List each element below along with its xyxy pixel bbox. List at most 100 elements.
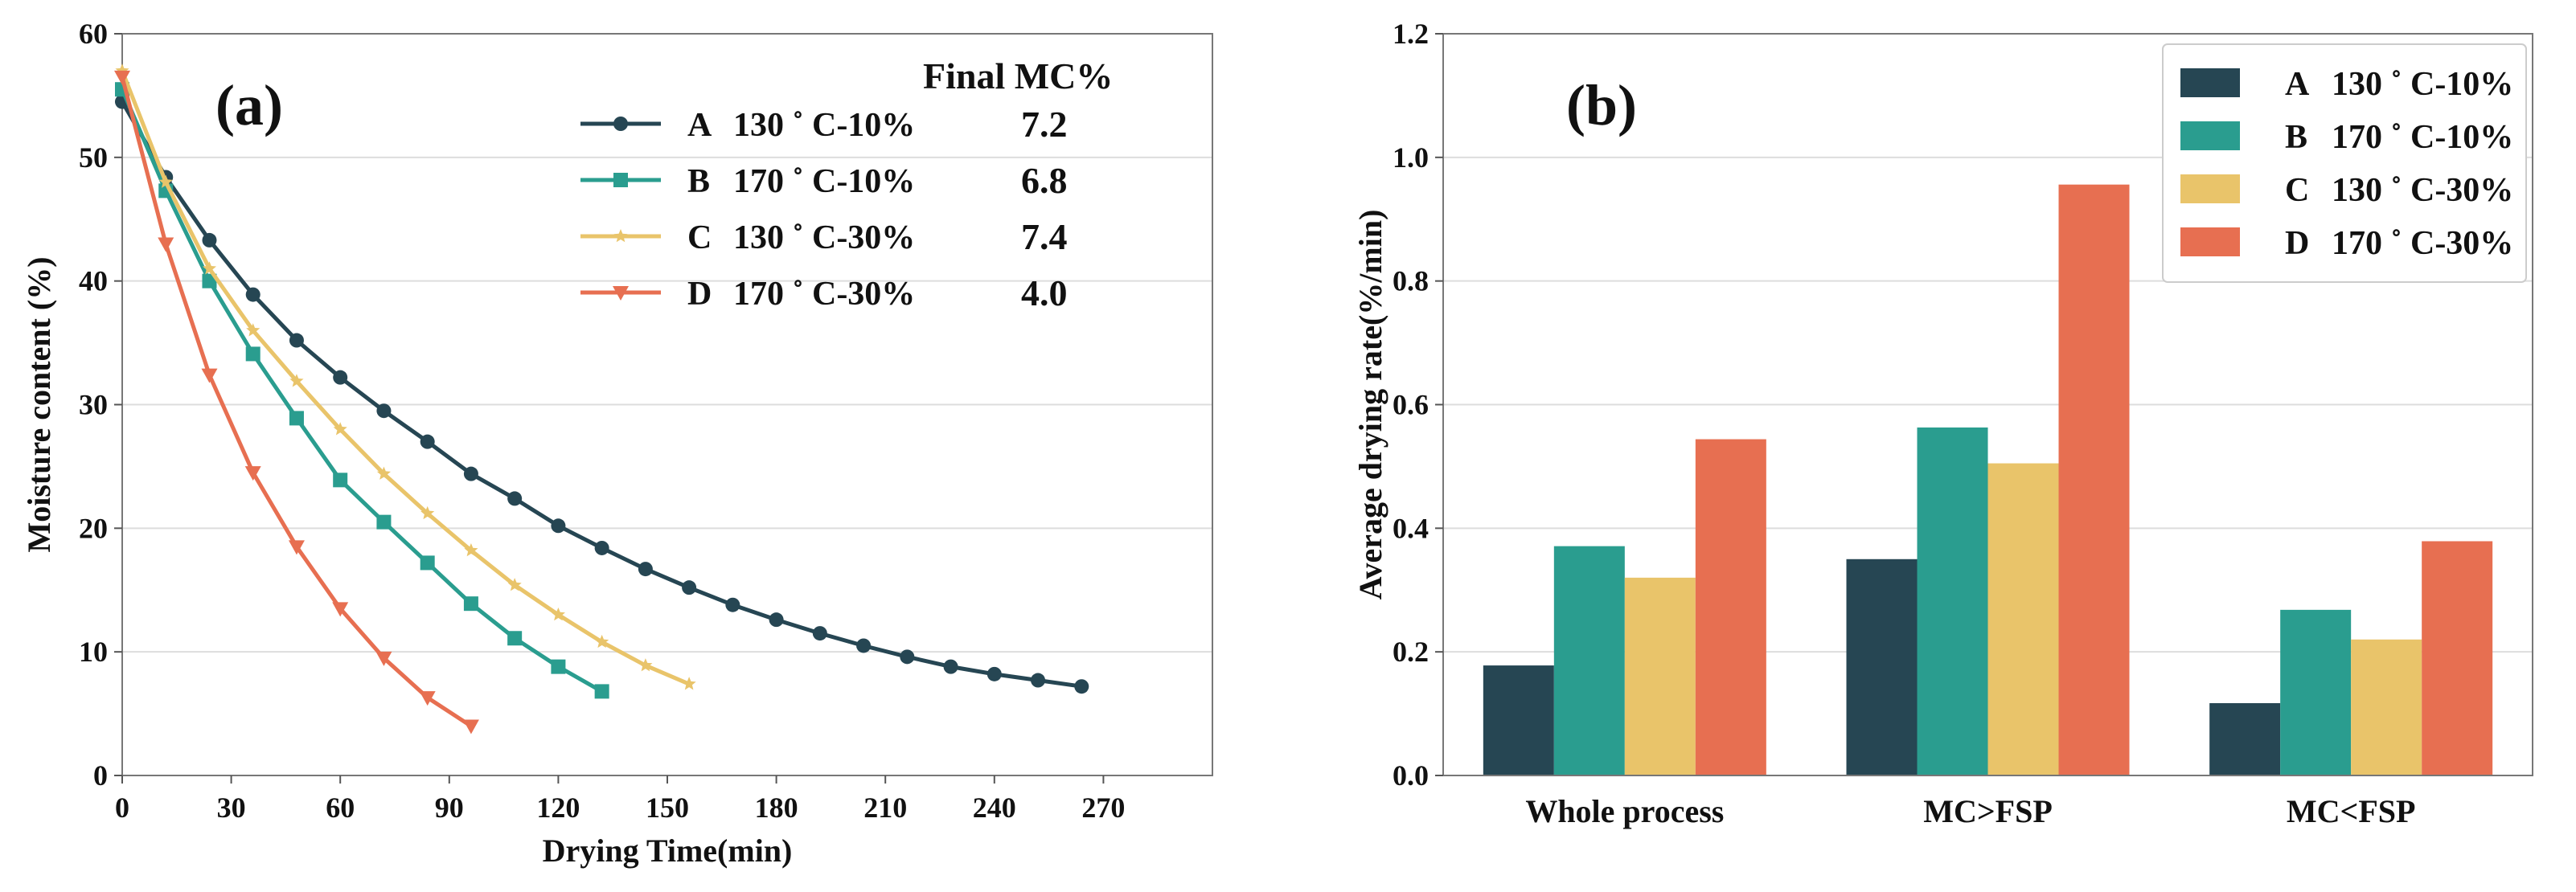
data-point-B [594,684,609,699]
legend-a: Final MC% A 130 ˚ C-10% 7.2 B 170 ˚ C-10% 6.8 C… [580,55,1113,313]
data-point-A [638,562,653,577]
legend-label-B: 170 ˚ C-10% [733,163,915,200]
legend-label-D: 170 ˚ C-30% [733,276,915,313]
data-point-D [419,691,436,706]
data-point-D [332,602,349,617]
legend-label-D: 170 ˚ C-30% [2332,225,2513,262]
data-point-C [202,261,217,275]
data-point-C [289,374,304,387]
y-axis-label: Moisture content (%) [21,256,57,552]
legend-letter-A: A [2285,66,2310,103]
legend-marker-B [613,173,628,187]
legend-final-mc-C: 7.4 [1021,216,1068,257]
x-tick-label: 180 [755,792,798,824]
data-point-A [987,666,1002,681]
y-tick-label: 0 [93,759,108,792]
y-tick-label: 40 [79,265,108,297]
bar-B-2 [1917,427,1988,775]
y-tick-label: 60 [79,18,108,50]
y-axis-label: Average drying rate(%/min) [1352,210,1388,600]
y-tick-label: 1.0 [1393,141,1429,174]
data-point-A [1031,673,1046,688]
data-point-C [638,658,653,672]
data-point-B [289,411,304,426]
data-point-A [682,580,697,595]
x-axis-label: Drying Time(min) [543,833,793,869]
legend-marker-C [613,229,628,243]
data-point-A [1074,679,1089,694]
data-point-D [114,70,130,85]
data-point-A [507,491,523,506]
x-tick-label: 270 [1081,792,1125,824]
y-tick-label: 10 [79,636,108,668]
data-point-B [463,596,478,612]
panel-b-bar-chart: Whole process MC>FSP MC<FSP 0.0 0.2 0.4 0.6 0.8… [1352,18,2533,829]
x-tick-label: 150 [646,792,689,824]
data-point-D [201,368,218,383]
data-point-D [375,651,392,666]
panel-label-a: (a) [215,73,283,137]
category-label: Whole process [1525,793,1724,829]
legend-label-B: 170 ˚ C-10% [2332,119,2513,156]
y-tick-label: 0.2 [1393,636,1429,668]
bar-D-3 [2422,541,2493,775]
data-point-A [333,370,348,385]
data-point-A [420,434,435,449]
legend-letter-C: C [2285,172,2309,209]
category-label: MC<FSP [2287,793,2416,829]
legend-swatch-A [2180,68,2240,97]
panel-label-b: (b) [1566,73,1637,137]
data-point-C [464,543,478,557]
data-point-C [551,608,565,621]
series-line-A [120,100,1082,689]
legend-label-A: 130 ˚ C-10% [2332,66,2513,103]
x-tick-label: 210 [863,792,907,824]
data-point-D [462,719,479,734]
data-point-A [900,649,915,665]
data-point-A [376,403,392,419]
legend-letter-B: B [2285,119,2307,156]
bar-A-2 [1846,559,1918,775]
legend-swatch-D [2180,227,2240,256]
legend-label-C: 130 ˚ C-30% [2332,172,2513,209]
y-tick-label: 0.4 [1393,512,1429,544]
category-label: MC>FSP [1923,793,2053,829]
x-tick-label: 0 [115,792,129,824]
bar-C-3 [2351,639,2422,775]
data-point-A [551,518,566,534]
data-point-C [682,677,696,690]
data-point-A [594,540,609,555]
bar-C-1 [1624,577,1696,775]
data-point-B [551,659,566,674]
y-tick-label: 50 [79,141,108,174]
x-tick-label: 30 [217,792,246,824]
data-point-D [158,237,174,252]
data-point-B [333,473,348,488]
legend-letter-A: A [687,107,712,144]
x-tick-label: 90 [435,792,464,824]
x-tick-label: 120 [536,792,580,824]
data-point-A [245,287,260,302]
legend-b: A 130 ˚ C-10% B 170 ˚ C-10% C 130 ˚ C-30% D 170… [2162,43,2527,283]
data-point-A [856,638,872,653]
bar-D-1 [1695,439,1766,775]
data-point-A [943,659,958,674]
legend-letter-B: B [687,163,710,200]
bar-B-3 [2280,609,2352,775]
bar-B-1 [1553,546,1625,775]
data-point-A [812,626,827,641]
legend-letter-D: D [2285,225,2309,262]
legend-label-C: 130 ˚ C-30% [733,219,915,256]
data-point-C [246,323,260,337]
data-point-C [158,174,173,188]
data-point-B [420,555,435,571]
data-point-A [289,333,304,348]
data-point-C [376,466,391,480]
y-tick-label: 30 [79,389,108,421]
y-tick-label: 0.0 [1393,759,1429,792]
legend-marker-A [613,117,628,131]
bar-D-2 [2058,184,2130,776]
panel-a-line-chart: 0 10 20 30 40 50 60 0 30 60 90 120 150 180 210 240 270 Dr… [21,18,1213,869]
data-point-B [507,631,523,646]
legend-final-mc-D: 4.0 [1021,272,1068,313]
